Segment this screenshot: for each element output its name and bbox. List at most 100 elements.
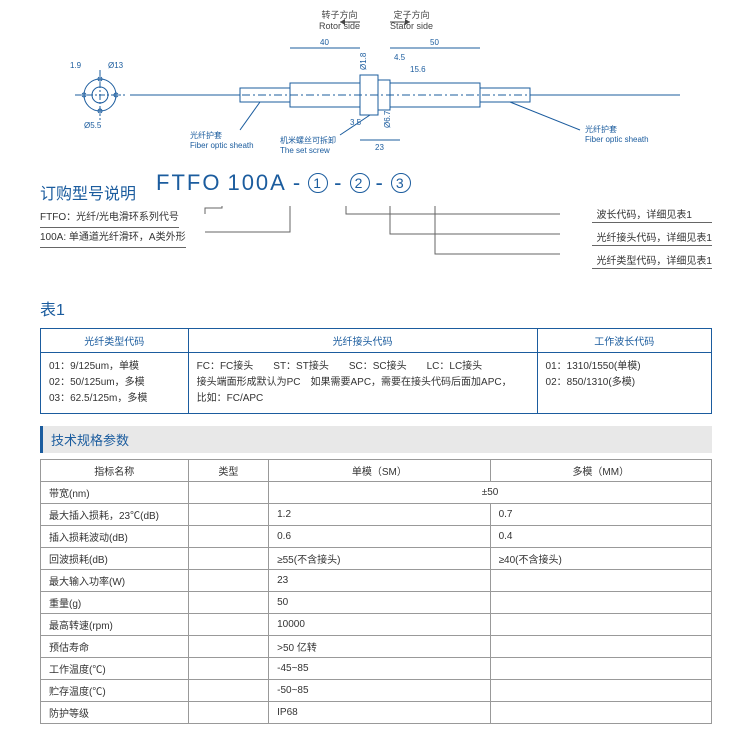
spec-param: 重量(g): [41, 592, 189, 614]
dim-19: 1.9: [70, 61, 82, 70]
spec-param: 最高转速(rpm): [41, 614, 189, 636]
spec-val-sm: 1.2: [269, 504, 490, 526]
dim-55: Ø5.5: [84, 121, 102, 130]
dim-40: 40: [320, 38, 329, 47]
explain-right-3: 光纤类型代码，详细见表1: [592, 252, 712, 269]
spec-val-mm: 0.4: [490, 526, 711, 548]
spec-val-mm: [490, 702, 711, 724]
spec-type: [188, 504, 269, 526]
spec-val-mm: [490, 592, 711, 614]
dim-18: Ø1.8: [359, 52, 368, 70]
spec-table: 指标名称 类型 单模（SM） 多模（MM） 带宽(nm)±50最大插入损耗，23…: [40, 459, 712, 724]
spec-type: [188, 614, 269, 636]
technical-drawing: 转子方向Rotor side 定子方向Stator side 1.9 Ø13 Ø…: [40, 10, 712, 160]
t1-c2: FC：FC接头 ST：ST接头 SC：SC接头 LC：LC接头 接头端面形成默认…: [188, 353, 537, 414]
dim-45: 4.5: [394, 53, 406, 62]
explain-left-1: FTFO：光纤/光电滑环系列代号: [40, 210, 179, 228]
dim-50: 50: [430, 38, 439, 47]
sheath-r-en: Fiber optic sheath: [585, 135, 649, 144]
spec-type: [188, 526, 269, 548]
t1-c3: 01：1310/1550(单模) 02：850/1310(多模): [537, 353, 711, 414]
spec-title: 技术规格参数: [40, 426, 712, 453]
t1-c1: 01：9/125um，单模 02：50/125um，多模 03：62.5/125…: [41, 353, 189, 414]
spec-h-param: 指标名称: [41, 460, 189, 482]
table-row: 插入损耗波动(dB)0.60.4: [41, 526, 712, 548]
table-row: 防护等级 IP68: [41, 702, 712, 724]
spec-param: 最大插入损耗，23℃(dB): [41, 504, 189, 526]
t1-h1: 光纤类型代码: [41, 329, 189, 353]
setscrew-en: The set screw: [280, 146, 330, 155]
stator-label-en: Stator side: [390, 21, 433, 31]
dim-13: Ø13: [108, 61, 124, 70]
rotor-label-en: Rotor side: [319, 21, 360, 31]
dim-35: 3.5: [350, 118, 362, 127]
explain-right-1: 波长代码，详细见表1: [592, 206, 712, 223]
code-explanation: FTFO：光纤/光电滑环系列代号 100A: 单通道光纤滑环，A类外形 波长代码…: [40, 206, 712, 286]
drawing-svg: 1.9 Ø13 Ø5.5 40 50 4.5 15.6 Ø1.8 Ø6.7 23…: [40, 10, 712, 160]
table-row: 回波损耗(dB)≥55(不含接头)≥40(不含接头): [41, 548, 712, 570]
spec-val-mm: 0.7: [490, 504, 711, 526]
code-circle-3: 3: [391, 173, 411, 193]
spec-val-sm: 50: [269, 592, 490, 614]
spec-val-sm: >50 亿转: [269, 636, 490, 658]
table-row: 最高转速(rpm) 10000: [41, 614, 712, 636]
spec-param: 贮存温度(℃): [41, 680, 189, 702]
rotor-label-cn: 转子方向: [321, 10, 357, 20]
stator-label-cn: 定子方向: [394, 10, 430, 20]
sheath-l-en: Fiber optic sheath: [190, 141, 254, 150]
spec-val-sm: IP68: [269, 702, 490, 724]
table-row: 最大插入损耗，23℃(dB) 1.20.7: [41, 504, 712, 526]
dim-67: Ø6.7: [383, 110, 392, 128]
table-row: 贮存温度(℃) -50~85: [41, 680, 712, 702]
spec-val-mm: [490, 636, 711, 658]
table-row: 最大输入功率(W) 23: [41, 570, 712, 592]
spec-val-sm: -50~85: [269, 680, 490, 702]
table1: 光纤类型代码 光纤接头代码 工作波长代码 01：9/125um，单模 02：50…: [40, 328, 712, 414]
dim-23: 23: [375, 143, 384, 152]
spec-val-mm: [490, 570, 711, 592]
sheath-r-cn: 光纤护套: [585, 124, 617, 134]
spec-val-mm: ≥40(不含接头): [490, 548, 711, 570]
table-row: 预估寿命 >50 亿转: [41, 636, 712, 658]
code-circle-1: 1: [308, 173, 328, 193]
spec-val-sm: 10000: [269, 614, 490, 636]
spec-type: [188, 592, 269, 614]
t1-h2: 光纤接头代码: [188, 329, 537, 353]
table-row: 工作温度(℃) -45~85: [41, 658, 712, 680]
spec-param: 插入损耗波动(dB): [41, 526, 189, 548]
spec-type: [188, 680, 269, 702]
ordering-title: 订购型号说明: [40, 180, 136, 204]
table-row: 带宽(nm) ±50: [41, 482, 712, 504]
code-prefix: FTFO: [156, 170, 221, 196]
dim-156: 15.6: [410, 65, 426, 74]
spec-param: 工作温度(℃): [41, 658, 189, 680]
spec-param: 带宽(nm): [41, 482, 189, 504]
spec-val-mm: [490, 680, 711, 702]
spec-type: [188, 570, 269, 592]
explain-right-2: 光纤接头代码，详细见表1: [592, 229, 712, 246]
setscrew-cn: 机米螺丝可拆卸: [280, 135, 336, 145]
spec-param: 预估寿命: [41, 636, 189, 658]
code-mid: 100A: [227, 170, 286, 196]
spec-param: 防护等级: [41, 702, 189, 724]
explain-left-2: 100A: 单通道光纤滑环，A类外形: [40, 230, 186, 248]
model-code: FTFO 100A - 1 - 2 - 3: [156, 170, 712, 196]
spec-h-type: 类型: [188, 460, 269, 482]
spec-val-sm: 23: [269, 570, 490, 592]
spec-param: 最大输入功率(W): [41, 570, 189, 592]
spec-type: [188, 548, 269, 570]
sheath-l-cn: 光纤护套: [190, 130, 222, 140]
spec-type: [188, 658, 269, 680]
spec-h-mm: 多模（MM）: [490, 460, 711, 482]
spec-val-mm: [490, 614, 711, 636]
code-circle-2: 2: [350, 173, 370, 193]
spec-val-mm: [490, 658, 711, 680]
spec-type: [188, 702, 269, 724]
spec-type: [188, 482, 269, 504]
spec-val-span: ±50: [269, 482, 712, 504]
table-row: 重量(g) 50: [41, 592, 712, 614]
spec-param: 回波损耗(dB): [41, 548, 189, 570]
spec-type: [188, 636, 269, 658]
spec-h-sm: 单模（SM）: [269, 460, 490, 482]
spec-val-sm: -45~85: [269, 658, 490, 680]
